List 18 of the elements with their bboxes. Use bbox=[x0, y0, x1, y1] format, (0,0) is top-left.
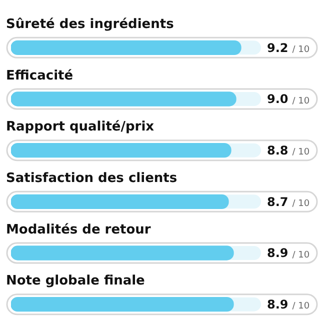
data-label: 9.2 bbox=[267, 40, 288, 55]
y-tick-label: Satisfaction des clients bbox=[6, 171, 178, 186]
text: / 10 bbox=[292, 302, 310, 312]
data-label: 8.9 bbox=[267, 297, 288, 312]
y-tick-label: Modalités de retour bbox=[6, 222, 152, 238]
text: / 10 bbox=[292, 148, 310, 158]
y-tick-label: Rapport qualité/prix bbox=[6, 120, 155, 135]
y-tick-label: Sûreté des ingrédients bbox=[6, 17, 174, 32]
text: / 10 bbox=[292, 96, 310, 106]
y-tick-label: Efficacité bbox=[6, 68, 74, 84]
data-label: 9.0 bbox=[267, 92, 288, 106]
y-tick-label: Note globale finale bbox=[6, 274, 146, 289]
text: / 10 bbox=[292, 250, 310, 260]
data-label: 8.8 bbox=[267, 143, 288, 158]
text: / 10 bbox=[292, 45, 310, 56]
data-label: 8.9 bbox=[267, 246, 288, 260]
text: / 10 bbox=[292, 199, 310, 210]
data-label: 8.7 bbox=[267, 194, 288, 209]
